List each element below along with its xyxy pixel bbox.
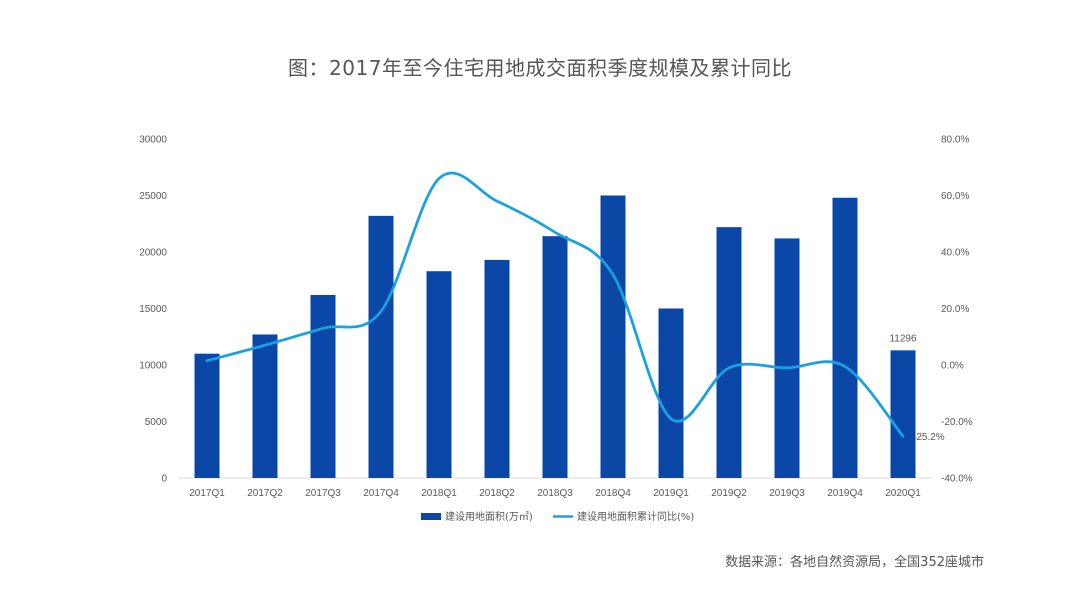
x-tick-label: 2018Q3: [537, 488, 573, 499]
bar: [426, 271, 452, 478]
x-tick-label: 2017Q4: [363, 488, 399, 499]
y-right-tick-label: 0.0%: [941, 361, 964, 372]
bar: [484, 259, 510, 478]
axes: 0 5000 10000 15000 20000 25000 30000 -40.0% -20.…: [139, 135, 973, 500]
legend-line-label: 建设用地面积累计同比(%): [577, 510, 694, 523]
line-series: [205, 171, 905, 438]
y-left-tick-label: 15000: [139, 304, 167, 315]
y-left-tick-label: 20000: [139, 248, 167, 259]
bar: [890, 350, 916, 478]
x-tick-label: 2018Q1: [421, 488, 457, 499]
legend-bar-label: 建设用地面积(万㎡): [445, 510, 533, 523]
legend: 建设用地面积(万㎡) 建设用地面积累计同比(%): [421, 510, 694, 523]
x-tick-label: 2019Q1: [653, 488, 689, 499]
y-right-tick-label: 60.0%: [941, 191, 969, 202]
y-left-tick-label: 10000: [139, 361, 167, 372]
bar: [774, 238, 800, 478]
x-tick-label: 2017Q3: [305, 488, 341, 499]
bar: [310, 294, 336, 478]
x-tick-label: 2018Q2: [479, 488, 515, 499]
bar: [600, 195, 626, 478]
bar: [368, 215, 394, 478]
y-left-tick-label: 25000: [139, 191, 167, 202]
y-right-tick-label: 20.0%: [941, 304, 969, 315]
x-tick-label: 2020Q1: [885, 488, 921, 499]
chart-title: 图：2017年至今住宅用地成交面积季度规模及累计同比: [288, 56, 792, 80]
bar: [832, 197, 858, 478]
y-right-tick-label: -40.0%: [941, 474, 973, 485]
y-right-tick-label: -20.0%: [941, 417, 973, 428]
bar-value-label: 11296: [889, 333, 917, 344]
y-left-tick-label: 0: [161, 474, 167, 485]
legend-bar-swatch: [421, 513, 441, 520]
y-left-tick-label: 5000: [145, 417, 168, 428]
x-tick-label: 2018Q4: [595, 488, 631, 499]
bar: [658, 308, 684, 478]
source-note: 数据来源：各地自然资源局，全国352座城市: [725, 555, 984, 570]
bar: [252, 334, 278, 478]
x-tick-label: 2019Q4: [827, 488, 863, 499]
y-left-tick-label: 30000: [139, 135, 167, 146]
bar: [194, 353, 220, 478]
bar: [716, 227, 742, 478]
x-tick-label: 2017Q1: [189, 488, 225, 499]
line-value-label: -25.2%: [913, 432, 945, 443]
bar: [542, 236, 568, 478]
x-tick-label: 2019Q2: [711, 488, 747, 499]
y-right-tick-label: 40.0%: [941, 248, 969, 259]
y-right-tick-label: 80.0%: [941, 135, 969, 146]
data-labels: 11296 -25.2%: [889, 333, 944, 443]
x-tick-label: 2019Q3: [769, 488, 805, 499]
yoy-line: [205, 171, 905, 438]
x-tick-label: 2017Q2: [247, 488, 283, 499]
bar-series: [194, 195, 916, 478]
